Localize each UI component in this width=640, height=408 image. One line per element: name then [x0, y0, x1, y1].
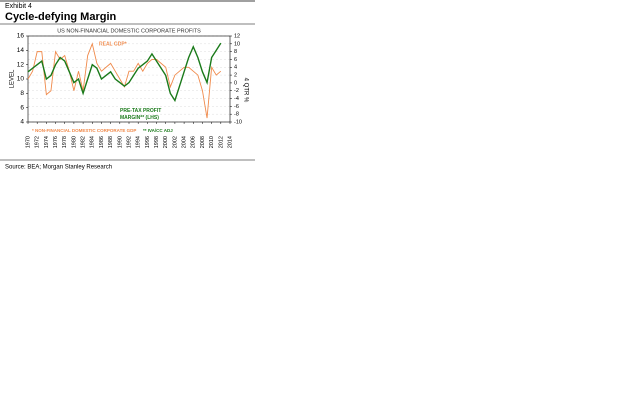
y2-tick-label: -2	[234, 88, 239, 94]
y2-tick-label: -4	[234, 96, 239, 102]
y2-tick-label: -6	[234, 104, 239, 110]
y2-tick-label: 0	[234, 80, 237, 86]
page-title: Cycle-defying Margin	[5, 11, 117, 23]
footnote: * NON-FINANCIAL DOMESTIC CORPORATE GDP	[32, 128, 136, 133]
x-tick-label: 1988	[108, 136, 114, 148]
exhibit: Exhibit 4	[5, 3, 32, 10]
x-tick-label: 2010	[209, 136, 215, 148]
y2-tick-label: -8	[234, 112, 239, 118]
footnote: ** IVA/CC ADJ	[143, 128, 173, 133]
x-tick-label: 2002	[172, 136, 178, 148]
x-tick-label: 2004	[182, 136, 188, 148]
y2-tick-label: -10	[234, 119, 242, 125]
y-tick-label: 14	[17, 47, 25, 54]
y2-tick-label: 8	[234, 49, 237, 55]
x-tick-label: 1990	[117, 136, 123, 148]
x-tick-label: 1994	[136, 136, 142, 148]
y-tick-label: 12	[17, 61, 25, 68]
x-tick-label: 1980	[71, 136, 77, 148]
x-tick-label: 2008	[200, 136, 206, 148]
x-tick-label: 1996	[145, 136, 151, 148]
x-tick-label: 1998	[154, 136, 160, 148]
y-label: LEVEL	[10, 69, 16, 88]
x-tick-label: 2012	[218, 136, 224, 148]
y-tick-label: 10	[17, 76, 25, 83]
y-tick-label: 16	[17, 33, 25, 40]
y2-tick-label: 12	[234, 33, 240, 39]
series-label: PRE-TAX PROFIT MARGIN** (LHS)	[120, 108, 161, 121]
x-tick-label: 1992	[126, 136, 132, 148]
x-tick-label: 1972	[35, 136, 41, 148]
y-tick-label: 4	[20, 119, 24, 126]
x-tick-label: 2006	[191, 136, 197, 148]
y2-tick-label: 10	[234, 41, 240, 47]
x-tick-label: 2000	[163, 136, 169, 148]
y2-tick-label: 6	[234, 57, 237, 63]
y2-label: 4 QTR %	[242, 78, 248, 103]
x-tick-label: 1982	[81, 136, 87, 148]
source: Source: BEA; Morgan Stanley Research	[5, 165, 112, 171]
chart-title: US NON-FINANCIAL DOMESTIC CORPORATE PROF…	[57, 28, 201, 34]
x-tick-label: 1974	[44, 136, 50, 148]
series-label: REAL GDP*	[99, 41, 127, 47]
x-tick-label: 1970	[25, 136, 31, 148]
x-tick-label: 1976	[53, 136, 59, 148]
x-tick-label: 1986	[99, 136, 105, 148]
series-line	[27, 42, 222, 103]
x-tick-label: 2014	[227, 136, 233, 148]
x-tick-label: 1984	[90, 136, 96, 148]
y-tick-label: 8	[20, 90, 24, 97]
y2-tick-label: 2	[234, 73, 237, 79]
y-tick-label: 6	[20, 104, 24, 111]
y2-tick-label: 4	[234, 65, 237, 71]
x-tick-label: 1978	[62, 136, 68, 148]
series-line	[27, 42, 222, 119]
